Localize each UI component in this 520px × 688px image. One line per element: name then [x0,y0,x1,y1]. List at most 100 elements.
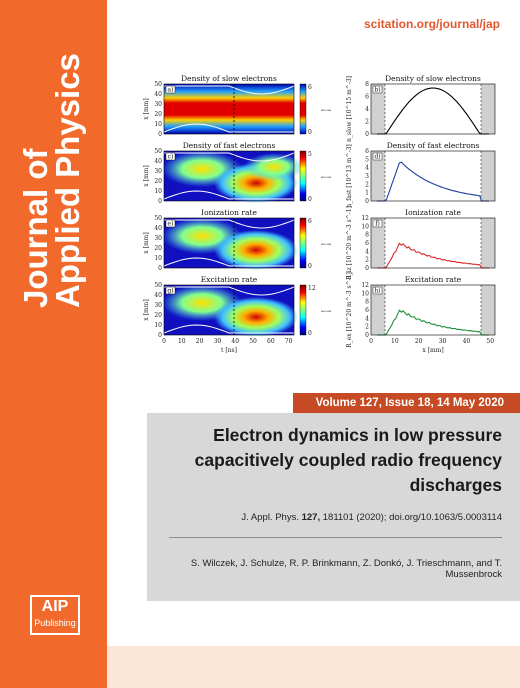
double-arrow-icon: ←→ [321,241,331,248]
x-tick-label: 20 [196,338,204,345]
x-tick-label: 0 [369,338,373,345]
sheath-edge-bottom [163,257,294,267]
right-y-axis-label: R_iz [10^20 m^-3 s^-1] [346,206,353,280]
x-tick-label: 10 [391,338,399,345]
publishing-logo-text: Publishing [34,618,76,628]
right-y-axis-label: n_fast [10^13 m^-3] [346,144,353,208]
right-y-tick-label: 10 [361,290,369,297]
y-tick-label: 20 [154,111,162,118]
right-y-tick-label: 4 [365,106,369,113]
right-y-tick-label: 4 [365,248,369,255]
sheath-edge-bottom [163,190,294,200]
profile-curve [377,309,489,336]
footer-band [107,646,520,688]
citation-prefix: J. Appl. Phys. [241,512,302,523]
journal-url[interactable]: scitation.org/journal/jap [363,17,500,31]
heatmap-slow-density [164,84,294,134]
left-y-axis-label: x [mm] [143,165,150,186]
cover-figure: Density of slow electrons Density of slow… [128,72,508,372]
y-tick-label: 10 [154,322,162,329]
heatmap-frame [163,150,295,202]
citation-rest: 181101 (2020); doi.org/10.1063/5.0003114 [320,512,502,523]
right-y-tick-label: 8 [365,232,369,239]
journal-spine: Journal of Applied Physics AIP Publishin… [0,0,107,688]
right-y-tick-label: 3 [365,173,369,180]
y-tick-label: 0 [158,198,162,205]
panel-label: a) [168,87,174,94]
right-y-tick-label: 1 [365,190,369,197]
panel-label-box [165,152,176,161]
y-tick-label: 10 [154,188,162,195]
right-y-tick-label: 12 [361,282,369,289]
profile-curve [377,87,489,135]
journal-name-line2: Applied Physics [49,53,86,308]
sheath-shade-left [371,285,385,335]
y-tick-label: 30 [154,235,162,242]
heatmap-frame [163,217,295,269]
panel-label: d) [374,154,380,161]
profile-plot-frame [370,150,496,202]
panel-label-box [372,286,383,295]
panel-label-box [165,219,176,228]
heatmap-frame [163,284,295,336]
profile-curve [377,242,489,269]
y-tick-label: 30 [154,302,162,309]
y-tick-label: 40 [154,158,162,165]
article-title[interactable]: Electron dynamics in low pressure capaci… [194,425,502,495]
colorbar [299,217,307,269]
left-panel-title: Excitation rate [201,275,258,284]
profile-plot-frame [370,284,496,336]
colorbar-max-label: 6 [308,84,312,91]
y-tick-label: 20 [154,178,162,185]
y-tick-label: 20 [154,312,162,319]
y-tick-label: 0 [158,265,162,272]
colorbar-max-label: 12 [308,285,316,292]
right-y-tick-label: 0 [365,131,369,138]
heatmap-region [214,297,298,337]
right-y-tick-label: 6 [365,94,369,101]
heatmap-region [214,230,298,270]
panel-label: e) [168,221,174,228]
right-y-tick-label: 12 [361,215,369,222]
colorbar [299,83,307,135]
y-tick-label: 40 [154,225,162,232]
sheath-shade-left [371,218,385,268]
x-tick-label: 60 [267,338,275,345]
right-y-tick-label: 2 [365,324,369,331]
right-panel-title: Ionization rate [405,208,461,217]
right-y-axis-label: R_ex [10^20 m^-3 s^-1] [346,272,353,348]
x-tick-label: 50 [486,338,494,345]
x-tick-label: 40 [231,338,239,345]
left-x-axis-label: t [ns] [221,347,237,354]
panel-label: b) [374,87,380,94]
panel-label: f) [375,221,380,228]
sheath-shade-right [481,151,495,201]
sheath-shade-left [371,151,385,201]
y-tick-label: 30 [154,168,162,175]
colorbar-max-label: 5 [308,151,312,158]
journal-name: Journal of Applied Physics [17,48,86,308]
right-y-tick-label: 8 [365,299,369,306]
left-y-axis-label: x [mm] [143,232,150,253]
profile-plot-background [371,84,495,134]
colorbar-min-label: 0 [308,129,312,136]
volume-issue-bar: Volume 127, Issue 18, 14 May 2020 [293,393,520,413]
x-tick-label: 40 [463,338,471,345]
panel-label: g) [167,288,173,295]
left-panel-title: Density of slow electrons [181,74,277,83]
panel-label-box [372,219,383,228]
double-arrow-icon: ←→ [321,107,331,114]
y-tick-label: 0 [158,332,162,339]
article-citation[interactable]: J. Appl. Phys. 127, 181101 (2020); doi.o… [241,512,502,523]
sheath-edge-top [164,219,295,229]
x-tick-label: 10 [178,338,186,345]
y-tick-label: 50 [154,215,162,222]
sheath-edge-bottom [163,123,294,133]
left-panel-title: Density of fast electrons [183,141,276,150]
sheath-shade-left [371,84,385,134]
profile-plot-background [371,218,495,268]
panel-label-box [165,85,176,94]
right-panel-title: Excitation rate [405,275,462,284]
right-y-tick-label: 2 [365,119,369,126]
y-tick-label: 50 [154,282,162,289]
